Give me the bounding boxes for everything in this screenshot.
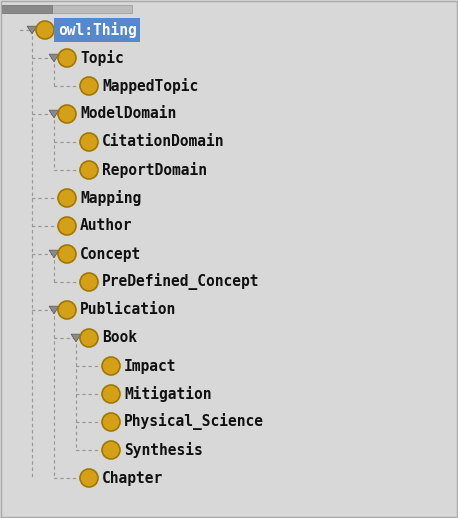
Circle shape — [80, 273, 98, 291]
Circle shape — [102, 441, 120, 459]
Text: Synthesis: Synthesis — [124, 442, 203, 458]
Polygon shape — [27, 26, 37, 34]
Polygon shape — [49, 54, 59, 62]
Text: Mapping: Mapping — [80, 190, 141, 206]
Text: PreDefined_Concept: PreDefined_Concept — [102, 274, 260, 291]
Circle shape — [80, 469, 98, 487]
Circle shape — [80, 77, 98, 95]
Text: Book: Book — [102, 330, 137, 346]
Circle shape — [58, 49, 76, 67]
Text: Physical_Science: Physical_Science — [124, 413, 264, 430]
Circle shape — [102, 385, 120, 403]
Text: owl:Thing: owl:Thing — [58, 22, 137, 38]
Text: Author: Author — [80, 219, 132, 234]
Text: ReportDomain: ReportDomain — [102, 162, 207, 178]
Circle shape — [80, 133, 98, 151]
Circle shape — [58, 217, 76, 235]
Polygon shape — [71, 334, 81, 342]
Polygon shape — [49, 250, 59, 258]
Text: CitationDomain: CitationDomain — [102, 135, 224, 150]
Text: Concept: Concept — [80, 247, 141, 262]
Bar — [2, 5, 132, 13]
Text: ModelDomain: ModelDomain — [80, 107, 176, 122]
Circle shape — [58, 105, 76, 123]
Circle shape — [58, 245, 76, 263]
Text: Topic: Topic — [80, 50, 124, 66]
Circle shape — [58, 189, 76, 207]
Circle shape — [36, 21, 54, 39]
Text: MappedTopic: MappedTopic — [102, 78, 198, 94]
Circle shape — [80, 161, 98, 179]
Text: Impact: Impact — [124, 358, 176, 373]
Circle shape — [58, 301, 76, 319]
Text: Chapter: Chapter — [102, 470, 163, 485]
Circle shape — [80, 329, 98, 347]
Text: Publication: Publication — [80, 303, 176, 318]
Text: Mitigation: Mitigation — [124, 386, 212, 402]
Polygon shape — [49, 306, 59, 314]
Polygon shape — [49, 110, 59, 118]
Circle shape — [102, 413, 120, 431]
Bar — [2, 5, 52, 13]
Circle shape — [102, 357, 120, 375]
